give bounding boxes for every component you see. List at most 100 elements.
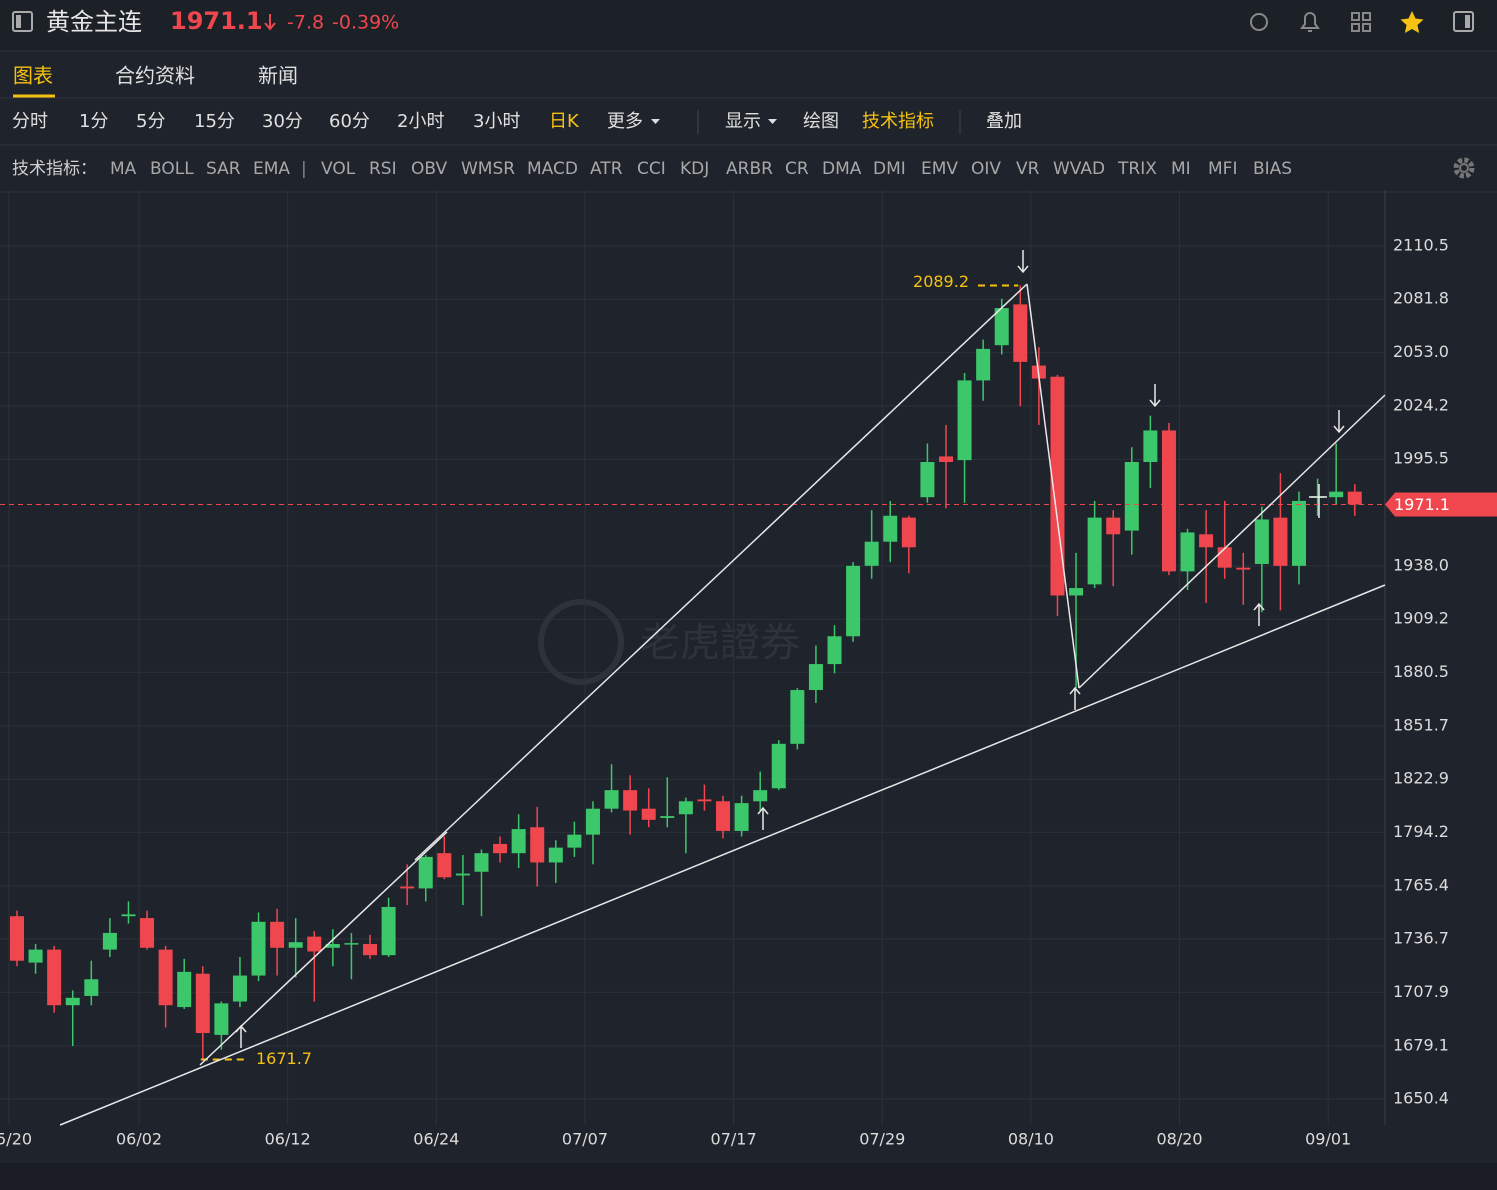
settings-icon-center — [1459, 163, 1469, 173]
candle-body — [660, 816, 675, 818]
period-button[interactable]: 更多 — [607, 111, 643, 132]
candle-body — [1124, 461, 1139, 531]
dropdown-caret — [768, 119, 777, 124]
y-tick-label: 2053.0 — [1393, 342, 1449, 361]
period-button[interactable]: 2小时 — [397, 111, 444, 132]
candle-body — [288, 942, 303, 948]
indicator-button[interactable]: TRIX — [1117, 159, 1157, 179]
indicator-button[interactable]: VR — [1016, 159, 1040, 179]
y-tick-label: 1707.9 — [1393, 982, 1449, 1001]
menu-icon-bar — [16, 15, 21, 28]
y-tick-label: 1794.2 — [1393, 822, 1449, 841]
refresh-icon[interactable] — [1250, 13, 1268, 31]
candle-body — [1254, 519, 1269, 564]
period-button[interactable]: 分时 — [12, 111, 48, 132]
candle-body — [1069, 588, 1084, 596]
period-button[interactable]: 日K — [549, 111, 580, 132]
indicator-button[interactable]: BIAS — [1253, 159, 1292, 179]
indicator-button[interactable]: MFI — [1208, 159, 1237, 179]
tab[interactable]: 合约资料 — [115, 64, 195, 88]
indicator-button[interactable]: MI — [1171, 159, 1191, 179]
indicator-button[interactable]: DMI — [873, 159, 906, 179]
candle-body — [790, 690, 805, 744]
candle-body — [1050, 376, 1065, 596]
bell-icon[interactable] — [1300, 12, 1320, 32]
indicator-button[interactable]: RSI — [369, 159, 397, 179]
indicators-label: 技术指标： — [12, 159, 97, 179]
candle-body — [1180, 532, 1195, 572]
period-button[interactable]: 3小时 — [473, 111, 520, 132]
y-tick-label: 1880.5 — [1393, 662, 1449, 681]
tab[interactable]: 新闻 — [258, 64, 298, 88]
toolbar-button[interactable]: 绘图 — [803, 111, 839, 132]
indicator-button[interactable]: SAR — [206, 159, 241, 179]
candle-body — [771, 743, 786, 789]
toolbar-button[interactable]: 技术指标 — [862, 111, 934, 132]
trend-lines — [59, 250, 1386, 1126]
indicator-button[interactable]: MACD — [527, 159, 578, 179]
toolbar-button[interactable]: 显示 — [725, 111, 761, 132]
candle-body — [195, 973, 210, 1034]
candle-body — [121, 914, 136, 917]
candle-body — [140, 918, 155, 948]
indicator-button[interactable]: KDJ — [680, 159, 709, 179]
indicator-button[interactable]: ATR — [590, 159, 623, 179]
candle-body — [1292, 500, 1307, 566]
x-tick-label: 06/24 — [413, 1130, 459, 1149]
price-change: -7.8 — [287, 12, 324, 34]
candle-body — [1087, 517, 1102, 585]
candle-body — [1143, 430, 1158, 462]
x-tick-label: 05/20 — [0, 1130, 32, 1149]
candle-body — [753, 790, 768, 802]
candle-body — [901, 517, 916, 548]
menu-icon[interactable] — [12, 11, 33, 32]
candle-body — [511, 829, 526, 854]
price-change-pct: -0.39% — [332, 12, 399, 34]
candle-body — [548, 847, 563, 863]
x-tick-label: 07/17 — [711, 1130, 757, 1149]
settings-icon[interactable] — [1453, 157, 1475, 179]
indicator-button[interactable]: WMSR — [461, 159, 515, 179]
down-arrow — [264, 14, 276, 31]
indicator-button[interactable]: EMV — [921, 159, 958, 179]
candle-body — [270, 921, 285, 948]
indicator-button[interactable]: MA — [110, 159, 137, 179]
y-tick-label: 1736.7 — [1393, 929, 1449, 948]
watermark-logo — [538, 599, 624, 685]
candle-body — [307, 936, 322, 952]
candle-body — [28, 949, 43, 963]
indicator-button[interactable]: BOLL — [150, 159, 194, 179]
indicator-button[interactable]: DMA — [822, 159, 862, 179]
candle-body — [734, 803, 749, 831]
candle-body — [381, 906, 396, 956]
grid-icon[interactable] — [1351, 12, 1371, 32]
period-button[interactable]: 1分 — [79, 111, 108, 132]
toolbar-button[interactable]: 叠加 — [986, 111, 1022, 132]
favorite-icon[interactable] — [1400, 11, 1424, 33]
indicator-button[interactable]: VOL — [321, 159, 356, 179]
candle-body — [251, 921, 266, 976]
period-button[interactable]: 5分 — [136, 111, 165, 132]
panel-icon[interactable] — [1453, 11, 1474, 32]
indicator-button[interactable]: OIV — [971, 159, 1001, 179]
candle-body — [697, 799, 712, 802]
indicator-button[interactable]: CR — [785, 159, 809, 179]
y-tick-label: 2081.8 — [1393, 289, 1449, 308]
period-button[interactable]: 30分 — [262, 111, 303, 132]
x-tick-label: 06/02 — [116, 1130, 162, 1149]
indicator-button[interactable]: WVAD — [1053, 159, 1105, 179]
candle-body — [883, 515, 898, 542]
tab[interactable]: 图表 — [13, 64, 53, 88]
y-tick-label: 2110.5 — [1393, 235, 1449, 254]
indicator-button[interactable]: ARBR — [726, 159, 773, 179]
indicator-button[interactable]: CCI — [637, 159, 666, 179]
candle-body — [846, 565, 861, 637]
candle-body — [84, 979, 99, 996]
candle-body — [1199, 534, 1214, 548]
period-button[interactable]: 60分 — [329, 111, 370, 132]
period-button[interactable]: 15分 — [194, 111, 235, 132]
indicator-button[interactable]: OBV — [411, 159, 448, 179]
indicator-button[interactable]: EMA — [253, 159, 290, 179]
